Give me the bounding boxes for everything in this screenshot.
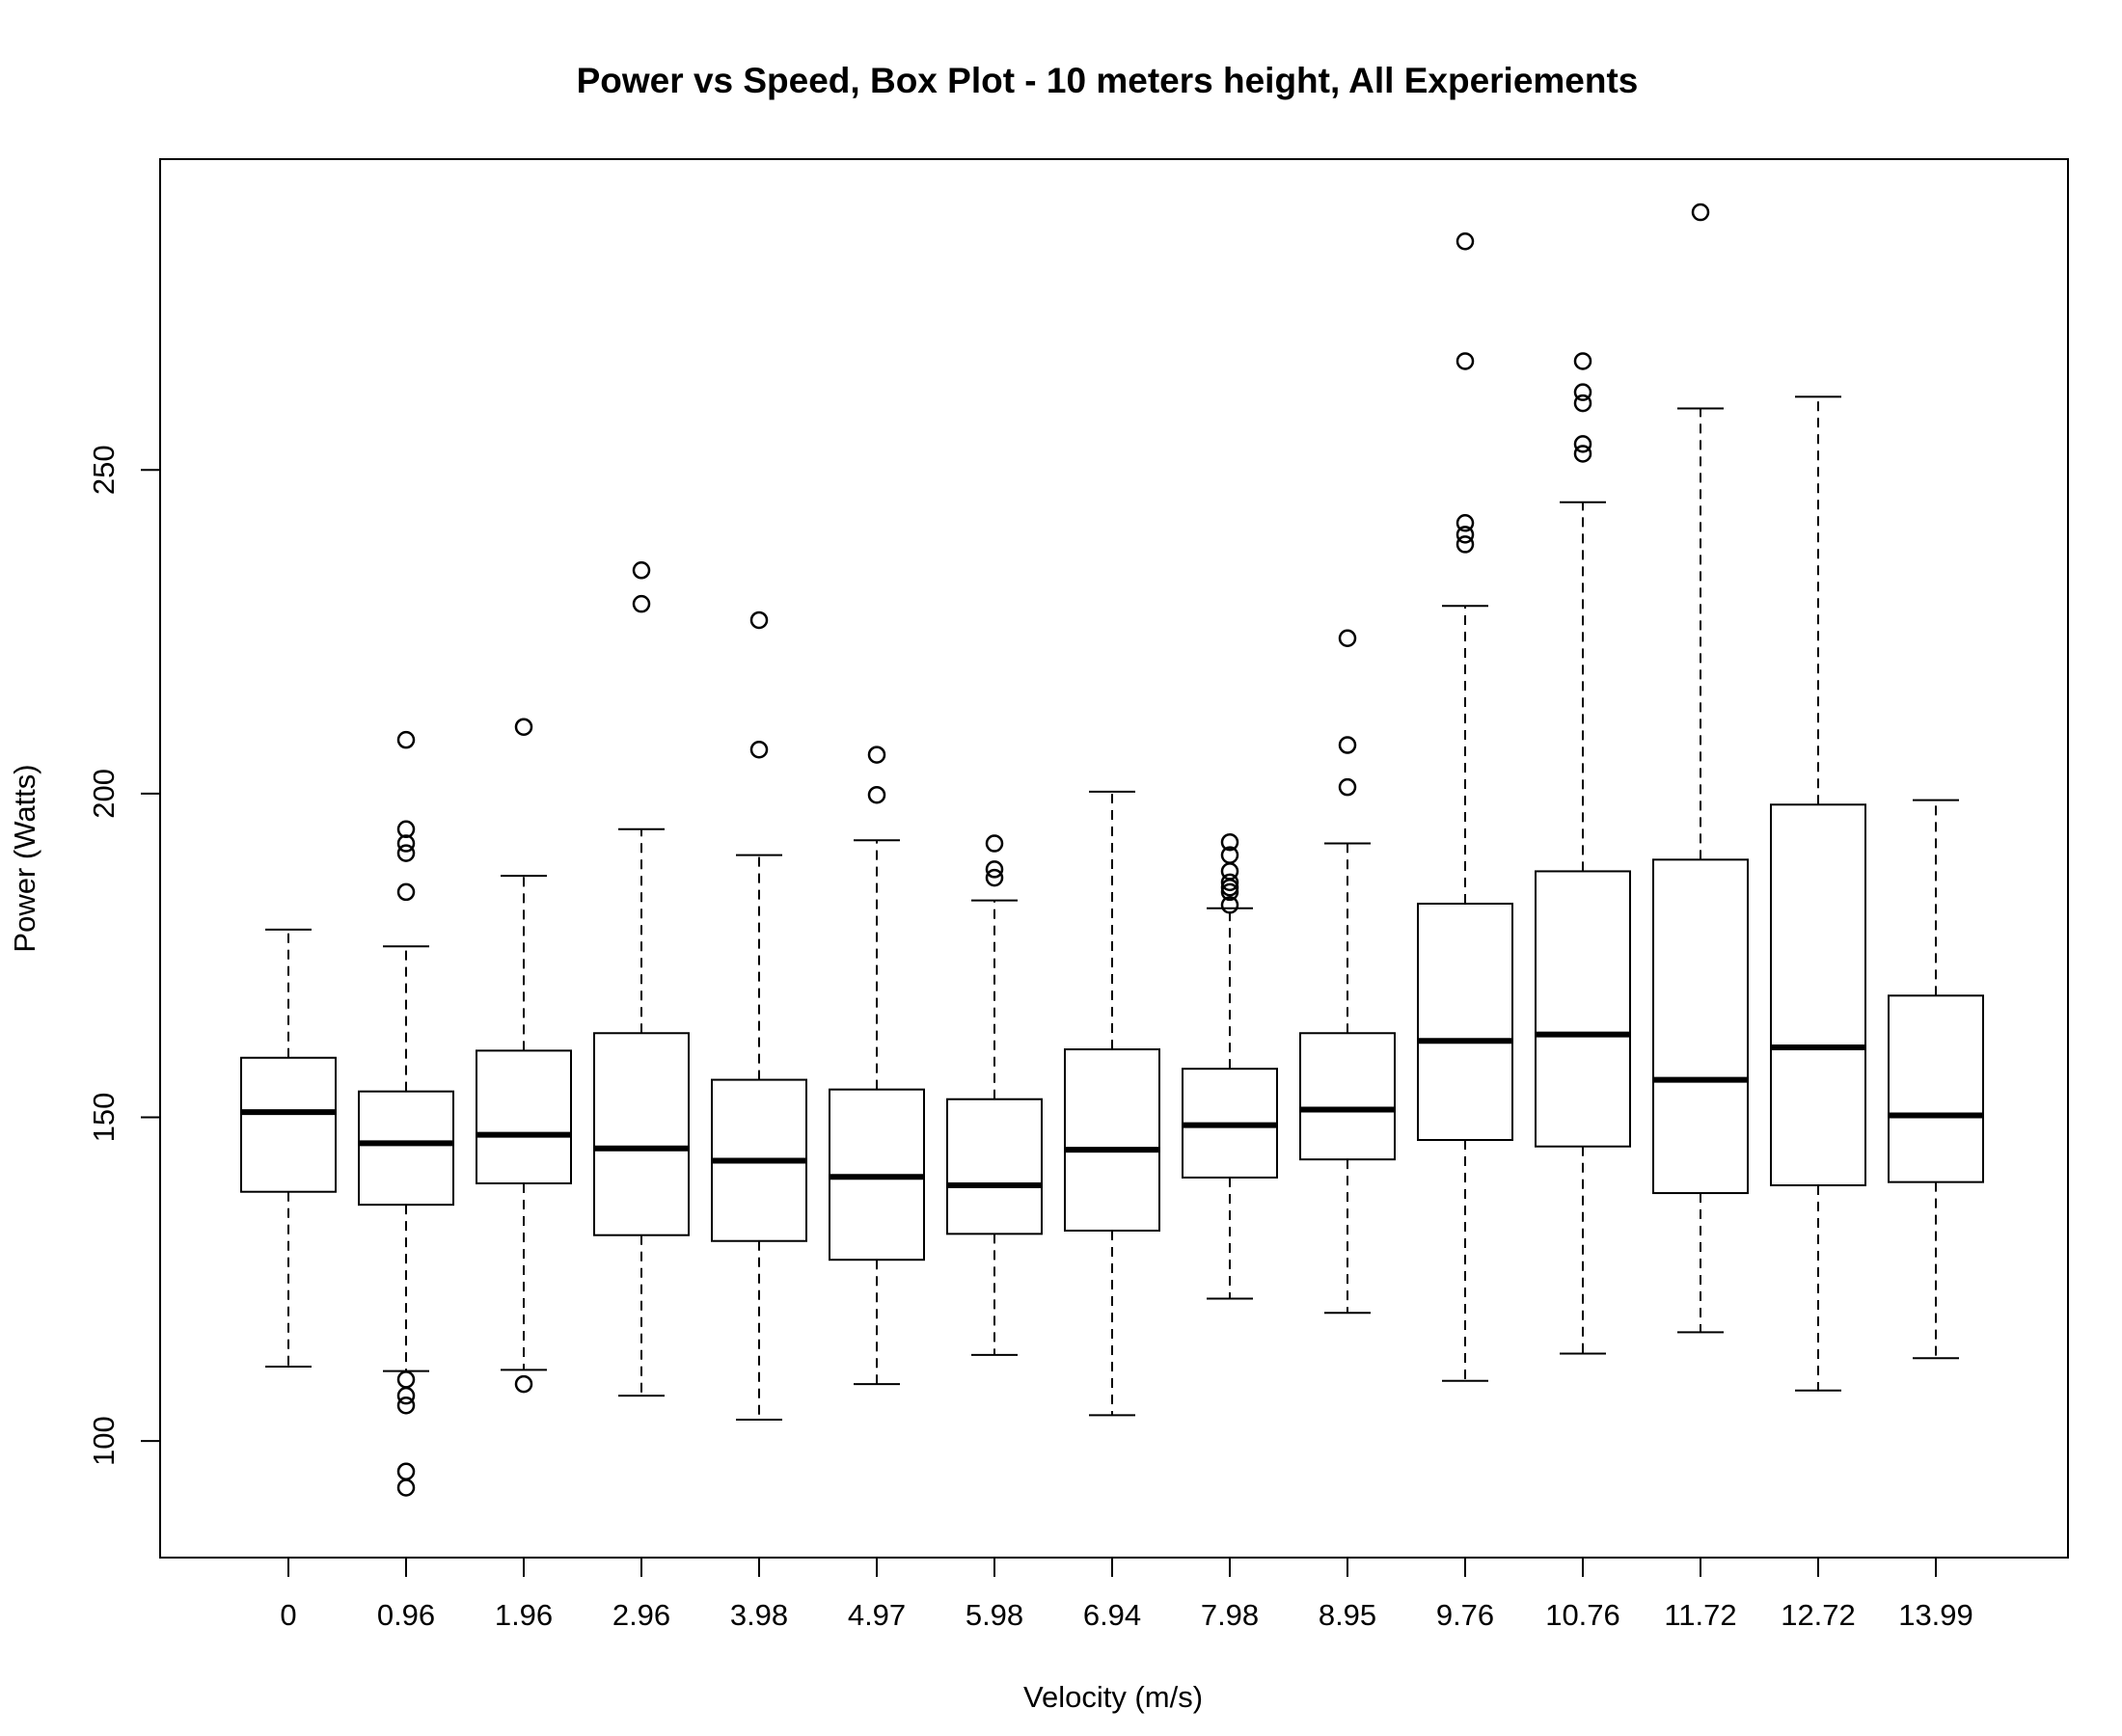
outlier-point	[396, 1386, 416, 1405]
box-iqr	[946, 1098, 1043, 1235]
outlier-point	[749, 610, 769, 630]
outlier-point	[1455, 232, 1475, 251]
outlier-point	[1573, 445, 1592, 463]
x-tick-label: 0.96	[377, 1598, 435, 1632]
outlier-point	[1338, 736, 1357, 754]
outlier-point	[1573, 435, 1592, 453]
outlier-point	[985, 868, 1004, 887]
box-iqr	[593, 1032, 690, 1236]
outlier-point	[396, 844, 416, 862]
box-iqr	[476, 1049, 572, 1184]
x-tick-label: 11.72	[1664, 1598, 1736, 1632]
box-iqr	[358, 1090, 454, 1207]
outlier-point	[1455, 352, 1475, 370]
box-iqr	[1417, 902, 1513, 1142]
outlier-point	[1573, 393, 1592, 413]
box-iqr	[1299, 1032, 1396, 1161]
outlier-point	[396, 820, 416, 839]
outlier-point	[632, 561, 651, 580]
outlier-point	[1220, 873, 1239, 892]
x-tick-label: 4.97	[848, 1598, 906, 1632]
box-group	[240, 928, 337, 1368]
outlier-point	[1220, 846, 1239, 864]
x-tick-label: 9.76	[1436, 1598, 1494, 1632]
boxes-layer	[240, 203, 1984, 1497]
x-axis: 0 0.96 1.96 2.96 3.98 4.97 5.98 6.94 7.98 8.95 9.7…	[280, 1557, 1973, 1632]
outlier-point	[632, 594, 651, 613]
box-iqr	[1652, 858, 1749, 1195]
y-axis-label: Power (Watts)	[8, 764, 41, 952]
x-tick-label: 5.98	[966, 1598, 1023, 1632]
outlier-point	[396, 1478, 416, 1497]
outlier-point	[1455, 526, 1475, 544]
outlier-point	[1455, 514, 1475, 532]
box-group	[593, 561, 690, 1397]
outlier-point	[749, 740, 769, 759]
x-tick-label: 6.94	[1083, 1598, 1141, 1632]
x-tick-label: 1.96	[495, 1598, 553, 1632]
box-group	[358, 730, 454, 1497]
outlier-point	[514, 1374, 533, 1394]
box-group	[1888, 799, 1984, 1360]
chart-title: Power vs Speed, Box Plot - 10 meters hei…	[577, 61, 1639, 100]
box-group	[1417, 232, 1513, 1382]
box-iqr	[1064, 1048, 1160, 1232]
outlier-point	[1691, 203, 1710, 222]
outlier-point	[1220, 832, 1239, 852]
outlier-point	[985, 834, 1004, 853]
y-tick-label: 250	[87, 445, 121, 495]
x-tick-label: 3.98	[730, 1598, 788, 1632]
x-tick-label: 2.96	[612, 1598, 670, 1632]
outlier-point	[867, 746, 886, 764]
outlier-point	[396, 1370, 416, 1389]
box-group	[1299, 629, 1396, 1315]
x-tick-label: 12.72	[1781, 1598, 1856, 1632]
outlier-point	[1573, 383, 1592, 401]
box-group	[1535, 352, 1631, 1355]
x-tick-label: 10.76	[1545, 1598, 1620, 1632]
box-group	[829, 746, 925, 1386]
outlier-point	[1220, 896, 1239, 914]
x-tick-label: 0	[280, 1598, 296, 1632]
box-iqr	[1888, 994, 1984, 1183]
box-group	[1182, 832, 1278, 1300]
outlier-point	[396, 1396, 416, 1415]
box-iqr	[1770, 803, 1866, 1187]
box-iqr	[1535, 870, 1631, 1148]
outlier-point	[1455, 535, 1475, 554]
y-tick-label: 100	[87, 1416, 121, 1466]
outlier-point	[985, 860, 1004, 879]
x-tick-label: 7.98	[1201, 1598, 1259, 1632]
box-group	[711, 610, 807, 1422]
y-axis: 100 150 200 250	[87, 445, 161, 1466]
x-axis-label: Velocity (m/s)	[1023, 1680, 1203, 1714]
x-tick-label: 8.95	[1319, 1598, 1376, 1632]
box-group	[1064, 790, 1160, 1417]
outlier-point	[867, 785, 886, 804]
outlier-point	[1573, 352, 1592, 370]
box-group	[1770, 395, 1866, 1392]
box-iqr	[240, 1056, 337, 1193]
box-group	[1652, 203, 1749, 1334]
y-tick-label: 150	[87, 1093, 121, 1143]
outlier-point	[1220, 862, 1239, 881]
box-group	[476, 718, 572, 1394]
outlier-point	[514, 718, 533, 736]
y-tick-label: 200	[87, 769, 121, 819]
outlier-point	[1338, 777, 1357, 797]
outlier-point	[1220, 882, 1239, 902]
outlier-point	[396, 730, 416, 749]
outlier-point	[396, 882, 416, 902]
outlier-point	[1338, 629, 1357, 648]
outlier-point	[396, 1462, 416, 1480]
box-group	[946, 834, 1043, 1356]
x-tick-label: 13.99	[1898, 1598, 1973, 1632]
